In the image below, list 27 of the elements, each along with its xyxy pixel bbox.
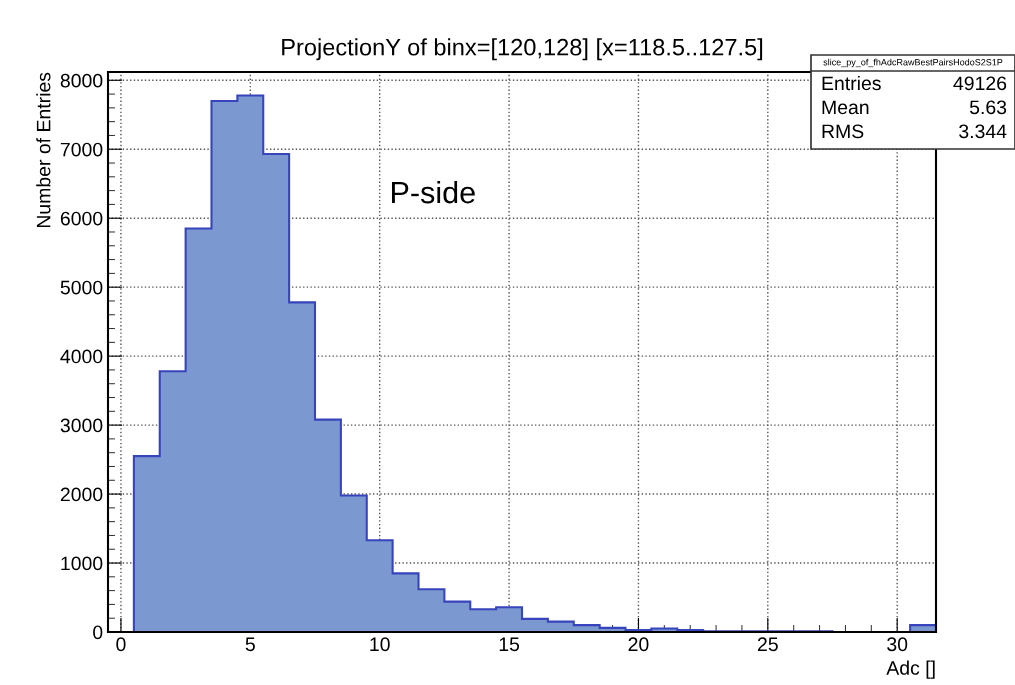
chart-title: ProjectionY of binx=[120,128] [x=118.5..127.5]	[282, 38, 763, 61]
text: 3.344	[959, 124, 1007, 139]
x-tick-label: 10	[370, 637, 390, 652]
x-tick-label: 25	[757, 637, 778, 652]
y-tick-label: 6000	[60, 211, 103, 226]
annotation: Mean	[822, 100, 869, 115]
y-tick-label: 7000	[60, 142, 103, 157]
y-axis-title: Number of Entries	[36, 72, 51, 228]
annotation: Entries	[822, 75, 881, 91]
y-tick-label: 3000	[60, 418, 103, 433]
x-tick-label: 30	[887, 637, 908, 652]
y-tick-label: 4000	[60, 349, 103, 364]
text: slice_py_of_fhAdcRawBestPairsHodoS2S1P	[823, 58, 1003, 68]
text: 5.63	[969, 100, 1007, 115]
y-tick-label: 5000	[60, 280, 103, 295]
x-tick-label: 20	[628, 637, 649, 652]
y-tick-label: 2000	[60, 487, 103, 502]
x-tick-label: 5	[245, 637, 255, 652]
y-tick-label: 1000	[61, 556, 103, 571]
x-tick-label: 15	[499, 637, 520, 652]
y-tick-label: 0	[93, 625, 103, 640]
x-axis-title: Adc []	[886, 660, 935, 679]
x-tick-label: 0	[116, 637, 126, 652]
annotation: RMS	[822, 124, 864, 139]
y-tick-label: 8000	[60, 73, 103, 88]
annotation: P-side	[392, 180, 475, 204]
text: 49126	[953, 76, 1007, 91]
